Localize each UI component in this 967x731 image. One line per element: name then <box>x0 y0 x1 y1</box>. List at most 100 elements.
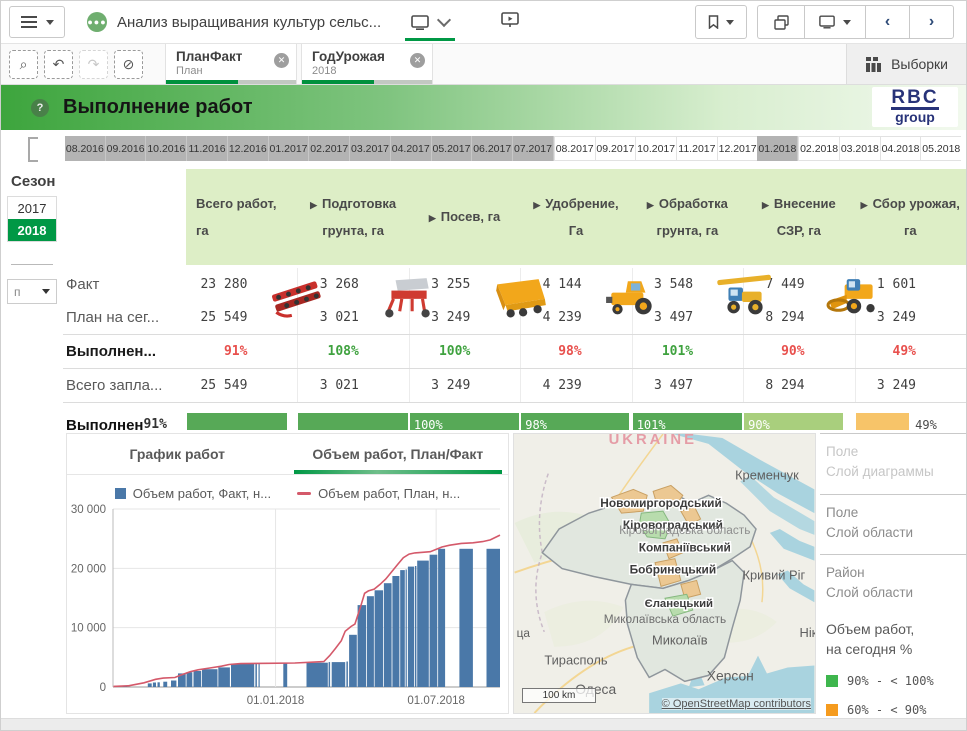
app-title: Анализ выращивания культур сельс... <box>117 13 382 31</box>
row-label: План на сег... <box>66 309 160 326</box>
layer-filter-слой-диаграммы[interactable]: Поле Слой диаграммы <box>820 434 966 495</box>
sheet-list-button[interactable] <box>804 5 865 39</box>
timeline-month[interactable]: 07.2017 <box>513 136 554 161</box>
expand-icon[interactable]: ▶ <box>310 199 318 210</box>
previous-sheet-button[interactable]: ‹ <box>865 5 909 39</box>
layer-filter-слой-области[interactable]: Район Слой области <box>826 565 914 601</box>
column-header[interactable]: ▶ Сбор урожая, га <box>860 195 960 238</box>
timeline-month[interactable]: 12.2017 <box>716 136 758 161</box>
regions-map[interactable]: UKRAINE Кременчук Новомиргородський Кіровог… <box>513 433 816 714</box>
selections-tool-button[interactable]: Выборки <box>846 44 966 84</box>
close-icon[interactable]: ✕ <box>410 53 425 68</box>
layer-filter-слой-области[interactable]: Поле Слой области <box>820 495 966 555</box>
expand-icon[interactable]: ▶ <box>646 199 654 210</box>
timeline-month[interactable]: 04.2018 <box>879 136 921 161</box>
logo-line1: RBC <box>891 87 939 111</box>
chevron-down-icon <box>726 19 734 25</box>
expand-icon[interactable]: ▶ <box>533 199 541 210</box>
timeline-month[interactable]: 11.2016 <box>187 136 228 161</box>
help-icon[interactable]: ? <box>31 98 49 117</box>
timeline-month[interactable]: 05.2018 <box>920 136 962 161</box>
sheet-title: Выполнение работ <box>63 96 253 118</box>
column-header[interactable]: Всего работ, га <box>196 195 277 238</box>
duplicate-sheet-button[interactable] <box>757 5 804 39</box>
svg-text:0: 0 <box>100 682 106 694</box>
timeline-month[interactable]: 10.2016 <box>146 136 188 161</box>
timeline-month[interactable]: 01.2018 <box>757 136 799 161</box>
selection-chip-godurozhaya[interactable]: ГодУрожая 2018 ✕ <box>301 44 433 84</box>
legend-item-fact: Объем работ, Факт, н... <box>114 486 271 501</box>
timeline-month[interactable]: 05.2017 <box>431 136 473 161</box>
map-legend-title: Объем работ, на сегодня % <box>826 620 915 657</box>
timeline-month[interactable]: 06.2017 <box>472 136 514 161</box>
timeline-month[interactable]: 09.2016 <box>105 136 147 161</box>
row-label: Выполнен 91% <box>66 416 167 431</box>
app-info-icon[interactable]: ●●● <box>87 12 107 32</box>
bookmarks-button[interactable] <box>695 5 747 39</box>
pct-bar <box>409 413 520 430</box>
svg-text:01.07.2018: 01.07.2018 <box>407 695 465 707</box>
season-option-2018[interactable]: 2018 <box>8 219 56 241</box>
column-header[interactable]: ▶ Подготовка грунта, га <box>310 195 397 238</box>
pivot-area: Сезон 2017 2018 п Всего работ, га ▶ Подгото… <box>1 167 966 430</box>
selections-bar: ⌕ ↶ ↷ ⊘ ПланФакт План ✕ ГодУрожая 2018 ✕… <box>1 44 966 85</box>
main-menu-button[interactable] <box>9 6 65 38</box>
tab-obyem-rabot[interactable]: Объем работ, План/Факт <box>288 434 509 474</box>
next-sheet-button[interactable]: › <box>909 5 954 39</box>
bookmark-icon <box>708 15 719 29</box>
legend-item: 90% - < 100% <box>826 674 960 688</box>
expand-icon[interactable]: ▶ <box>428 213 436 224</box>
pct-bar-cell: 98% <box>521 413 630 430</box>
map-labels: UKRAINE Кременчук Новомиргородський Кіровог… <box>517 434 815 697</box>
timeline-month[interactable]: 02.2018 <box>798 136 839 161</box>
value-cell: 3 497 <box>631 369 743 402</box>
bottom-area: График работ Объем работ, План/Факт Объе… <box>1 430 966 718</box>
pivot-body: Факт 23 280 3 268 3 255 4 144 3 548 7 449 1 601… <box>63 268 966 430</box>
map-label: Новомиргородський <box>600 496 721 510</box>
mini-dropdown[interactable]: п <box>7 279 57 304</box>
column-header[interactable]: ▶ Удобрение, Га <box>533 195 619 238</box>
timeline-month[interactable]: 08.2016 <box>65 136 106 161</box>
smart-search-button[interactable]: ⌕ <box>9 49 38 79</box>
step-forward-button[interactable]: ↷ <box>79 49 108 79</box>
timeline-month[interactable]: 08.2017 <box>553 136 595 161</box>
pct-bar-cell <box>187 413 296 430</box>
timeline-month[interactable]: 09.2017 <box>594 136 636 161</box>
chevron-down-icon <box>45 19 54 25</box>
clear-icon: ⊘ <box>122 55 135 72</box>
timeline-month[interactable]: 01.2017 <box>268 136 310 161</box>
close-icon[interactable]: ✕ <box>274 53 289 68</box>
timeline-month[interactable]: 03.2018 <box>838 136 880 161</box>
value-cell: 4 144 <box>520 268 631 301</box>
step-back-button[interactable]: ↶ <box>44 49 73 79</box>
timeline-month[interactable]: 10.2017 <box>635 136 677 161</box>
selection-chip-planfakt[interactable]: ПланФакт План ✕ <box>165 44 297 84</box>
value-cell: 49% <box>854 335 966 368</box>
map-label: UKRAINE <box>609 434 697 448</box>
mykolaiv-oblast <box>624 559 745 683</box>
clear-selections-button[interactable]: ⊘ <box>114 49 143 79</box>
season-option-2017[interactable]: 2017 <box>8 197 56 219</box>
sheet-view-button[interactable] <box>405 1 455 43</box>
pivot-table: Всего работ, га ▶ Подготовка грунта, га ▶ По… <box>63 169 966 430</box>
column-header[interactable]: ▶ Обработка грунта, га <box>646 195 728 238</box>
expand-icon[interactable]: ▶ <box>860 199 868 210</box>
chip-progress <box>302 80 432 84</box>
svg-text:20 000: 20 000 <box>71 563 106 575</box>
timeline-month[interactable]: 12.2016 <box>227 136 269 161</box>
presentation-view-button[interactable] <box>501 11 519 33</box>
column-header[interactable]: ▶ Посев, га <box>428 209 501 225</box>
timeline-month[interactable]: 04.2017 <box>390 136 432 161</box>
map-attribution[interactable]: © OpenStreetMap contributors <box>661 698 811 710</box>
combo-chart[interactable]: 0 10 000 20 000 30 000 01.01.2018 01.07.2018 <box>67 501 508 716</box>
month-timeline: 08.2016 09.2016 10.2016 11.2016 12.2016 01.20… <box>1 130 966 167</box>
timeline-month[interactable]: 03.2017 <box>350 136 391 161</box>
column-header[interactable]: ▶ Внесение СЗР, га <box>761 195 836 238</box>
line-swatch-icon <box>297 492 312 495</box>
timeline-month[interactable]: 02.2017 <box>309 136 351 161</box>
map-label: Єланецький <box>645 598 713 610</box>
value-cell: 3 548 <box>631 268 743 301</box>
expand-icon[interactable]: ▶ <box>761 199 769 210</box>
tab-grafik-rabot[interactable]: График работ <box>129 446 226 462</box>
timeline-month[interactable]: 11.2017 <box>676 136 717 161</box>
